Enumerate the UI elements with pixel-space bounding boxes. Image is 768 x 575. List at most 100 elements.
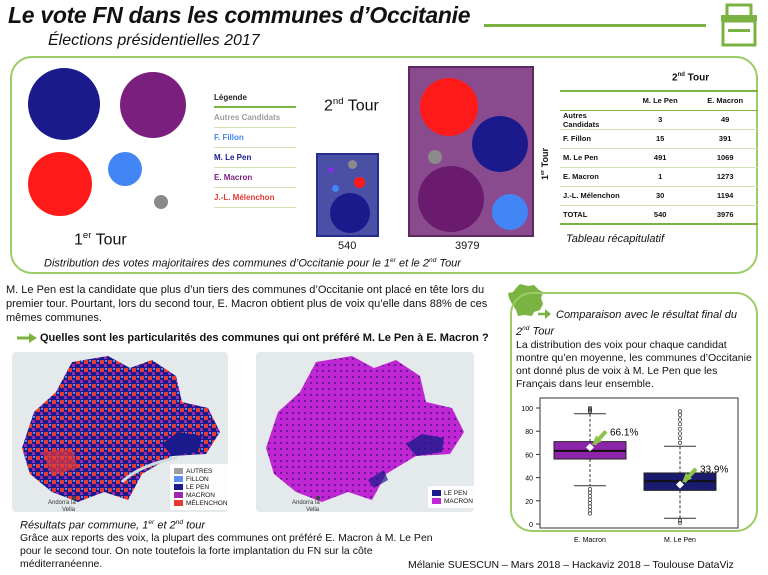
box2-circle-autres <box>428 150 442 164</box>
y-tick-label: 80 <box>525 429 533 436</box>
map2-legend-macron: MACRON <box>432 497 473 505</box>
ballot-box-icon <box>721 3 757 47</box>
outlier-point <box>587 501 593 506</box>
table-cell: Autres Candidats <box>560 110 628 130</box>
tour1-label: 1er Tour <box>74 230 127 249</box>
table-header-cell <box>560 90 628 111</box>
box2-circle-fillon <box>492 194 528 230</box>
circle-fillon-tour1 <box>108 152 142 186</box>
legend-title: Légende <box>214 88 296 108</box>
map1-legend-fillon: FILLON <box>174 475 228 483</box>
distribution-caption: Distribution des votes majoritaires des … <box>44 257 461 270</box>
national-marker <box>586 443 594 452</box>
table-cell: TOTAL <box>560 205 628 225</box>
outlier-point <box>677 431 683 436</box>
table-row: Autres Candidats 3 49 <box>560 110 758 130</box>
table-caption: Tableau récapitulatif <box>566 233 665 245</box>
recap-table: M. Le Pen E. Macron Autres Candidats 3 49 … <box>560 90 758 225</box>
outlier-point <box>677 426 683 431</box>
table-cell: 3976 <box>692 205 758 225</box>
comparison-panel <box>510 292 758 532</box>
outlier-point <box>677 422 683 427</box>
outlier-point <box>587 494 593 499</box>
arrow-right-icon <box>17 333 37 343</box>
table-cell: 491 <box>628 148 693 168</box>
y-tick-label: 100 <box>521 406 533 413</box>
box1-circle-autres <box>348 160 357 169</box>
map-tour1: Andorra la Vella AUTRES FILLON LE PEN MA… <box>12 352 228 512</box>
boxplot-chart: 0 20 40 60 80 100 66.1% 33.9% E. Macron M. Le P… <box>521 397 739 544</box>
table-cell: M. Le Pen <box>560 148 628 168</box>
table-cell: F. Fillon <box>560 129 628 149</box>
y-tick-label: 60 <box>525 452 533 459</box>
page-subtitle: Élections présidentielles 2017 <box>48 32 260 49</box>
box1-circle-melenchon <box>354 177 365 188</box>
national-marker <box>676 480 684 489</box>
legend-item-melenchon: J.-L. Mélenchon <box>214 188 296 208</box>
circle-melenchon-tour1 <box>28 152 92 216</box>
box1-circle-fillon <box>332 185 339 192</box>
y-axis: 0 20 40 60 80 100 <box>521 406 540 529</box>
box2-circle-lepen <box>472 116 528 172</box>
map1-legend-macron: MACRON <box>174 491 228 499</box>
table-side-label: 1er Tour <box>540 148 550 180</box>
box1-circle-macron <box>328 167 334 173</box>
table-cell: 49 <box>692 110 758 130</box>
map1-place-label-b: Vella <box>62 507 76 512</box>
outlier-point <box>677 412 683 418</box>
outlier-point <box>677 518 683 523</box>
table-cell: 540 <box>628 205 693 225</box>
table-cell: 1069 <box>692 148 758 168</box>
results-paragraph: Grâce aux reports des voix, la plupart d… <box>20 532 433 570</box>
results-caption: Résultats par commune, 1er et 2nd tour <box>20 519 206 532</box>
national-label: 33.9% <box>700 465 728 476</box>
outlier-point <box>587 490 593 495</box>
outlier-point <box>587 511 593 516</box>
legend-item-autres: Autres Candidats <box>214 108 296 128</box>
header-divider <box>484 24 706 27</box>
table-row: E. Macron 1 1273 <box>560 167 758 187</box>
table-cell: J.-L. Mélenchon <box>560 186 628 206</box>
y-tick-label: 20 <box>525 499 533 506</box>
marker-arrow-head <box>592 435 602 446</box>
map-tour1-legend: AUTRES FILLON LE PEN MACRON MÉLENCHON <box>170 464 228 510</box>
table-cell: 15 <box>628 129 693 149</box>
outlier-point <box>587 497 593 502</box>
outlier-point <box>677 520 683 525</box>
macron-communes-box <box>408 66 534 237</box>
outlier-point <box>677 417 683 422</box>
count-lepen-communes: 540 <box>338 240 357 252</box>
table-cell: 3 <box>628 110 693 130</box>
table-header-cell: M. Le Pen <box>628 90 693 111</box>
table-cell: 1 <box>628 167 693 187</box>
table-row: J.-L. Mélenchon 30 1194 <box>560 186 758 206</box>
outlier-point <box>677 409 683 414</box>
outlier-point <box>587 504 593 509</box>
table-header-cell: E. Macron <box>692 90 758 111</box>
table-row: M. Le Pen 491 1069 <box>560 148 758 168</box>
map2-place-label-a: Andorra la <box>292 500 320 506</box>
map1-place-label-a: Andorra la <box>48 500 76 506</box>
legend-item-fillon: F. Fillon <box>214 128 296 148</box>
map-tour2-graphic: Andorra la Vella <box>266 356 464 512</box>
legend-item-lepen: M. Le Pen <box>214 148 296 168</box>
x-axis-labels: E. Macron M. Le Pen <box>574 537 696 544</box>
question-heading: Quelles sont les particularités des comm… <box>40 332 489 344</box>
map1-legend-melenchon: MÉLENCHON <box>174 499 228 507</box>
outlier-point <box>587 407 593 412</box>
table-cell: E. Macron <box>560 167 628 187</box>
plot-frame <box>539 397 739 529</box>
map-tour1-graphic: Andorra la Vella <box>22 356 220 512</box>
marker-arrow-head <box>682 472 692 483</box>
footer-credits: Mélanie SUESCUN – Mars 2018 – Hackaviz 2… <box>408 559 734 571</box>
outlier-point <box>587 405 593 411</box>
outlier-point <box>587 408 593 413</box>
outlier-point <box>587 508 593 513</box>
table-cell: 391 <box>692 129 758 149</box>
page-title: Le vote FN dans les communes d’Occitanie <box>8 2 471 28</box>
boxes: 66.1% 33.9% <box>553 405 728 525</box>
map1-legend-lepen: LE PEN <box>174 483 228 491</box>
comparison-title: Comparaison avec le résultat final du 2n… <box>516 309 737 338</box>
table-header-row: M. Le Pen E. Macron <box>560 90 758 111</box>
box2-circle-melenchon <box>420 78 478 136</box>
